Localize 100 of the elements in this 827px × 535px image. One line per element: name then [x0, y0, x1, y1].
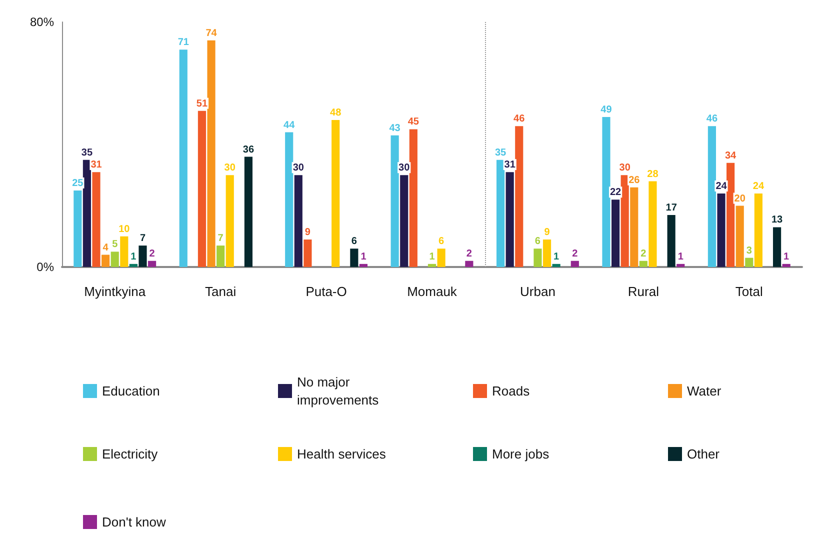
bar — [332, 120, 340, 267]
bar — [92, 172, 100, 267]
bar — [359, 264, 368, 267]
data-label: 26 — [628, 174, 640, 186]
x-tick-label: Urban — [520, 284, 556, 299]
data-label: 34 — [724, 150, 737, 162]
bar — [542, 239, 552, 267]
bar — [138, 246, 147, 267]
legend-label: Electricity — [102, 446, 158, 462]
data-label: 44 — [284, 120, 296, 131]
data-label: 30 — [224, 162, 236, 174]
data-label: 24 — [752, 181, 764, 192]
bar — [570, 260, 579, 267]
bar — [216, 246, 225, 267]
data-label: 17 — [666, 202, 678, 214]
data-label: 25 — [72, 178, 84, 189]
bar — [198, 110, 206, 267]
bar — [304, 239, 312, 267]
bar — [400, 175, 408, 267]
data-label: 1 — [784, 251, 790, 262]
bar — [428, 264, 436, 267]
data-label: 6 — [438, 236, 445, 248]
legend-label: Roads — [492, 384, 530, 398]
legend-label: Education — [102, 384, 160, 398]
data-label: 31 — [504, 160, 516, 171]
bar — [74, 190, 82, 267]
data-label: 46 — [514, 114, 526, 125]
data-label: 5 — [112, 239, 118, 250]
bar — [717, 194, 726, 267]
bar — [179, 50, 188, 267]
data-label: 2 — [572, 248, 578, 260]
data-label: 48 — [330, 108, 342, 118]
data-label: 43 — [389, 122, 401, 134]
bar — [226, 175, 234, 267]
data-label: 1 — [554, 251, 560, 262]
bar — [736, 206, 744, 267]
data-label: 36 — [242, 144, 254, 156]
data-label: 1 — [130, 251, 137, 262]
bar — [639, 260, 648, 267]
bar — [726, 162, 735, 267]
bar — [745, 258, 754, 267]
legend-label: Other — [687, 446, 720, 462]
data-label: 1 — [360, 251, 367, 262]
data-label: 10 — [118, 224, 130, 235]
bar — [676, 264, 685, 267]
data-label: 1 — [429, 251, 436, 262]
data-label: 35 — [494, 147, 507, 158]
legend-label: More jobs — [492, 446, 550, 462]
bar — [244, 156, 253, 267]
x-tick-label: Momauk — [407, 284, 458, 299]
data-label: 30 — [619, 162, 631, 174]
data-label: 46 — [706, 114, 718, 125]
legend-label: No major improvements — [297, 374, 380, 408]
data-label: 6 — [534, 236, 541, 248]
y-tick-label: 0% — [36, 260, 54, 274]
bar — [602, 116, 610, 267]
bar — [285, 132, 294, 267]
bar — [496, 160, 505, 267]
x-tick-label: Rural — [628, 284, 660, 299]
bar — [534, 248, 542, 267]
x-tick-label: Puta-O — [306, 284, 347, 299]
bar — [782, 264, 790, 267]
data-label: 7 — [218, 233, 224, 244]
data-label: 20 — [734, 193, 746, 204]
data-label: 1 — [678, 251, 684, 262]
bar — [294, 175, 302, 267]
data-label: 2 — [466, 248, 472, 260]
bar — [620, 175, 629, 267]
legend-label: Don't know — [102, 514, 167, 530]
bar — [437, 248, 446, 267]
bar — [667, 214, 676, 267]
data-label: 45 — [408, 116, 420, 128]
data-label: 51 — [196, 98, 208, 110]
bar — [110, 252, 119, 267]
bar — [648, 181, 657, 267]
x-tick-label: Myintkyina — [84, 284, 146, 299]
bar — [772, 227, 782, 267]
bar — [465, 260, 474, 267]
data-label: 28 — [647, 168, 659, 180]
bar — [82, 160, 92, 267]
x-tick-label: Tanai — [205, 284, 236, 299]
data-label: 4 — [102, 242, 109, 254]
bar — [611, 200, 620, 267]
bar — [102, 254, 110, 267]
y-tick-label: 80% — [30, 15, 54, 29]
bar — [630, 187, 638, 267]
bar — [207, 40, 216, 267]
data-label: 35 — [81, 147, 93, 158]
data-label: 30 — [398, 162, 410, 174]
bar — [409, 129, 418, 267]
data-label: 6 — [351, 236, 358, 248]
data-label: 9 — [304, 226, 311, 238]
data-label: 74 — [206, 28, 218, 39]
data-label: 71 — [178, 37, 190, 48]
bar — [129, 264, 138, 267]
data-label: 49 — [600, 104, 612, 116]
legend-label: Water — [687, 384, 722, 398]
data-label: 22 — [610, 187, 622, 198]
bar — [552, 264, 560, 267]
data-label: 24 — [716, 181, 728, 192]
